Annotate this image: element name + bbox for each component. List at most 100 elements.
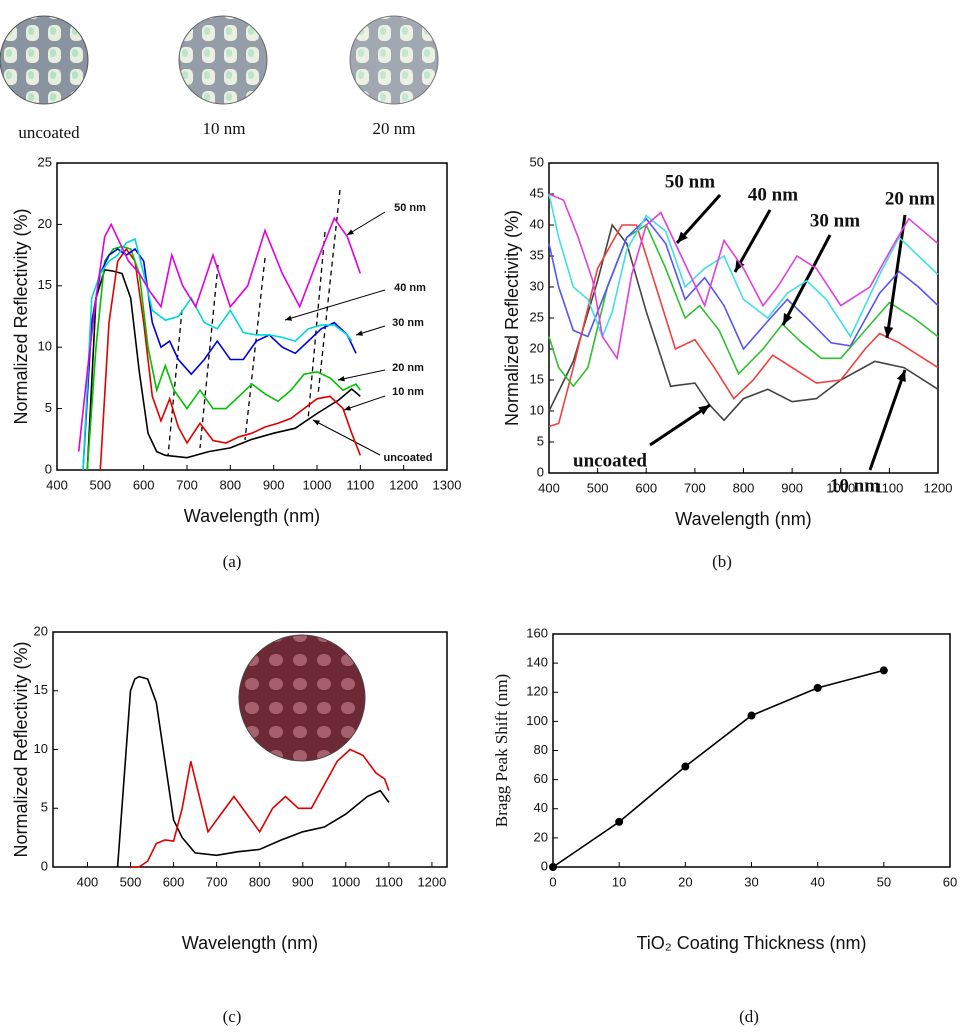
y-tick-label: 100 [526, 713, 548, 728]
x-tick-label: 600 [163, 874, 185, 889]
y-tick-label: 5 [537, 433, 544, 448]
y-tick-label: 20 [34, 623, 48, 638]
x-tick-label: 700 [176, 477, 198, 492]
x-tick-label: 50 [877, 874, 891, 889]
series-label: 20 nm [392, 362, 424, 374]
y-tick-label: 5 [41, 800, 48, 815]
guide-line [200, 265, 218, 448]
y-tick-label: 20 [534, 829, 548, 844]
x-tick-label: 500 [587, 480, 609, 495]
y-tick-label: 10 [38, 339, 52, 354]
micrograph-label: 20 nm [373, 119, 416, 138]
arrow-head [356, 330, 363, 335]
y-tick-label: 10 [530, 402, 544, 417]
x-tick-label: 20 [678, 874, 692, 889]
x-tick-label: 0 [549, 874, 556, 889]
arrow [347, 212, 385, 235]
y-axis-label: Normalized Reflectivity (%) [11, 641, 31, 857]
arrow-head [347, 229, 354, 235]
guide-line [168, 310, 182, 456]
y-tick-label: 20 [530, 340, 544, 355]
y-tick-label: 0 [541, 858, 548, 873]
series-label: 10 nm [830, 475, 880, 496]
y-tick-label: 20 [38, 216, 52, 231]
y-tick-label: 0 [45, 461, 52, 476]
series-label: 50 nm [665, 171, 715, 192]
x-tick-label: 600 [635, 480, 657, 495]
y-tick-label: 50 [530, 154, 544, 169]
x-tick-label: 1200 [417, 874, 446, 889]
x-tick-label: 700 [206, 874, 228, 889]
x-tick-label: 1000 [303, 477, 332, 492]
y-tick-label: 0 [41, 858, 48, 873]
y-tick-label: 160 [526, 625, 548, 640]
micrograph [0, 16, 88, 104]
arrow [887, 215, 905, 338]
figure: 4005006007008009001000110012001300051015… [0, 0, 963, 1033]
series-label: uncoated [573, 450, 647, 471]
x-tick-label: 700 [684, 480, 706, 495]
x-tick-label: 1300 [433, 477, 462, 492]
x-tick-label: 40 [810, 874, 824, 889]
micrograph-label: uncoated [18, 123, 80, 142]
page: {"chart_data": [ {"type": "line", "capti… [0, 0, 963, 1033]
caption: (d) [739, 1007, 759, 1026]
series-label: 10 nm [392, 386, 424, 398]
arrow-head [338, 376, 345, 381]
arrow-head [344, 405, 351, 410]
y-tick-label: 10 [34, 741, 48, 756]
x-axis-label: Wavelength (nm) [184, 506, 320, 526]
series-label: 30 nm [810, 210, 860, 231]
arrow [338, 370, 385, 380]
plot-frame [57, 163, 447, 470]
y-tick-label: 80 [534, 742, 548, 757]
x-tick-label: 400 [538, 480, 560, 495]
x-tick-label: 400 [77, 874, 99, 889]
y-axis-label: Bragg Peak Shift (nm) [492, 674, 511, 827]
caption: (b) [712, 552, 732, 571]
data-point [681, 763, 689, 771]
data-line [553, 670, 884, 867]
y-tick-label: 140 [526, 655, 548, 670]
arrow-head [285, 316, 292, 321]
x-axis-label: Wavelength (nm) [675, 509, 811, 529]
micrograph [350, 16, 438, 104]
y-tick-label: 25 [530, 309, 544, 324]
x-tick-label: 900 [781, 480, 803, 495]
data-point [549, 863, 557, 871]
data-point [880, 666, 888, 674]
x-axis-label: TiO₂ Coating Thickness (nm) [636, 933, 866, 953]
y-tick-label: 15 [38, 277, 52, 292]
x-tick-label: 800 [219, 477, 241, 492]
y-tick-label: 15 [34, 682, 48, 697]
y-tick-label: 0 [537, 464, 544, 479]
series-label: 40 nm [394, 282, 426, 294]
y-tick-label: 35 [530, 247, 544, 262]
x-tick-label: 30 [744, 874, 758, 889]
x-tick-label: 900 [292, 874, 314, 889]
data-point [615, 818, 623, 826]
micrograph-label: 10 nm [203, 119, 246, 138]
x-tick-label: 500 [120, 874, 142, 889]
plot-frame [553, 634, 950, 867]
series-label: 50 nm [394, 202, 426, 214]
data-point [814, 684, 822, 692]
y-tick-label: 40 [530, 216, 544, 231]
x-tick-label: 800 [249, 874, 271, 889]
data-line [79, 218, 361, 451]
y-tick-label: 60 [534, 771, 548, 786]
x-tick-label: 1100 [375, 874, 403, 889]
series-label: 20 nm [885, 188, 935, 209]
x-tick-label: 500 [89, 477, 111, 492]
series-label: 30 nm [392, 317, 424, 329]
y-tick-label: 15 [530, 371, 544, 386]
series-label: uncoated [384, 452, 433, 464]
y-tick-label: 30 [530, 278, 544, 293]
y-tick-label: 45 [530, 185, 544, 200]
panel: 40050060070080090010001100120005101520Wa… [11, 623, 447, 1025]
y-axis-label: Normalized Reflectivity (%) [11, 208, 31, 424]
x-tick-label: 800 [733, 480, 755, 495]
y-axis-label: Normalized Reflectivity (%) [502, 210, 522, 426]
